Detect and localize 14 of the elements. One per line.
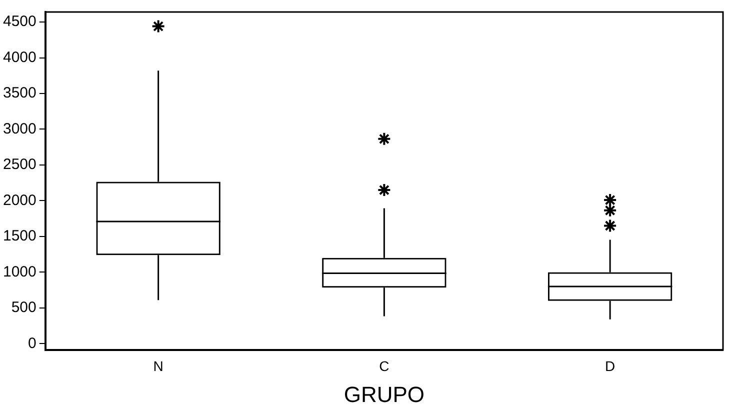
y-tick-label: 2000 (2, 192, 36, 209)
y-tick-label: 3000 (2, 120, 36, 138)
x-tick-label: D (605, 358, 616, 374)
y-tick-label: 0 (28, 334, 36, 352)
y-tick-label: 3500 (2, 84, 36, 102)
y-tick-label: 500 (11, 299, 36, 316)
y-tick-label: 1000 (2, 263, 36, 280)
y-tick-label: 4500 (2, 13, 36, 30)
y-tick-label: 4000 (2, 48, 36, 66)
y-tick-label: 2500 (2, 156, 36, 174)
x-tick-label: N (153, 358, 164, 374)
x-tick-label: C (379, 358, 390, 374)
x-axis-title: GRUPO (344, 382, 425, 407)
y-tick-label: 1500 (2, 228, 36, 245)
